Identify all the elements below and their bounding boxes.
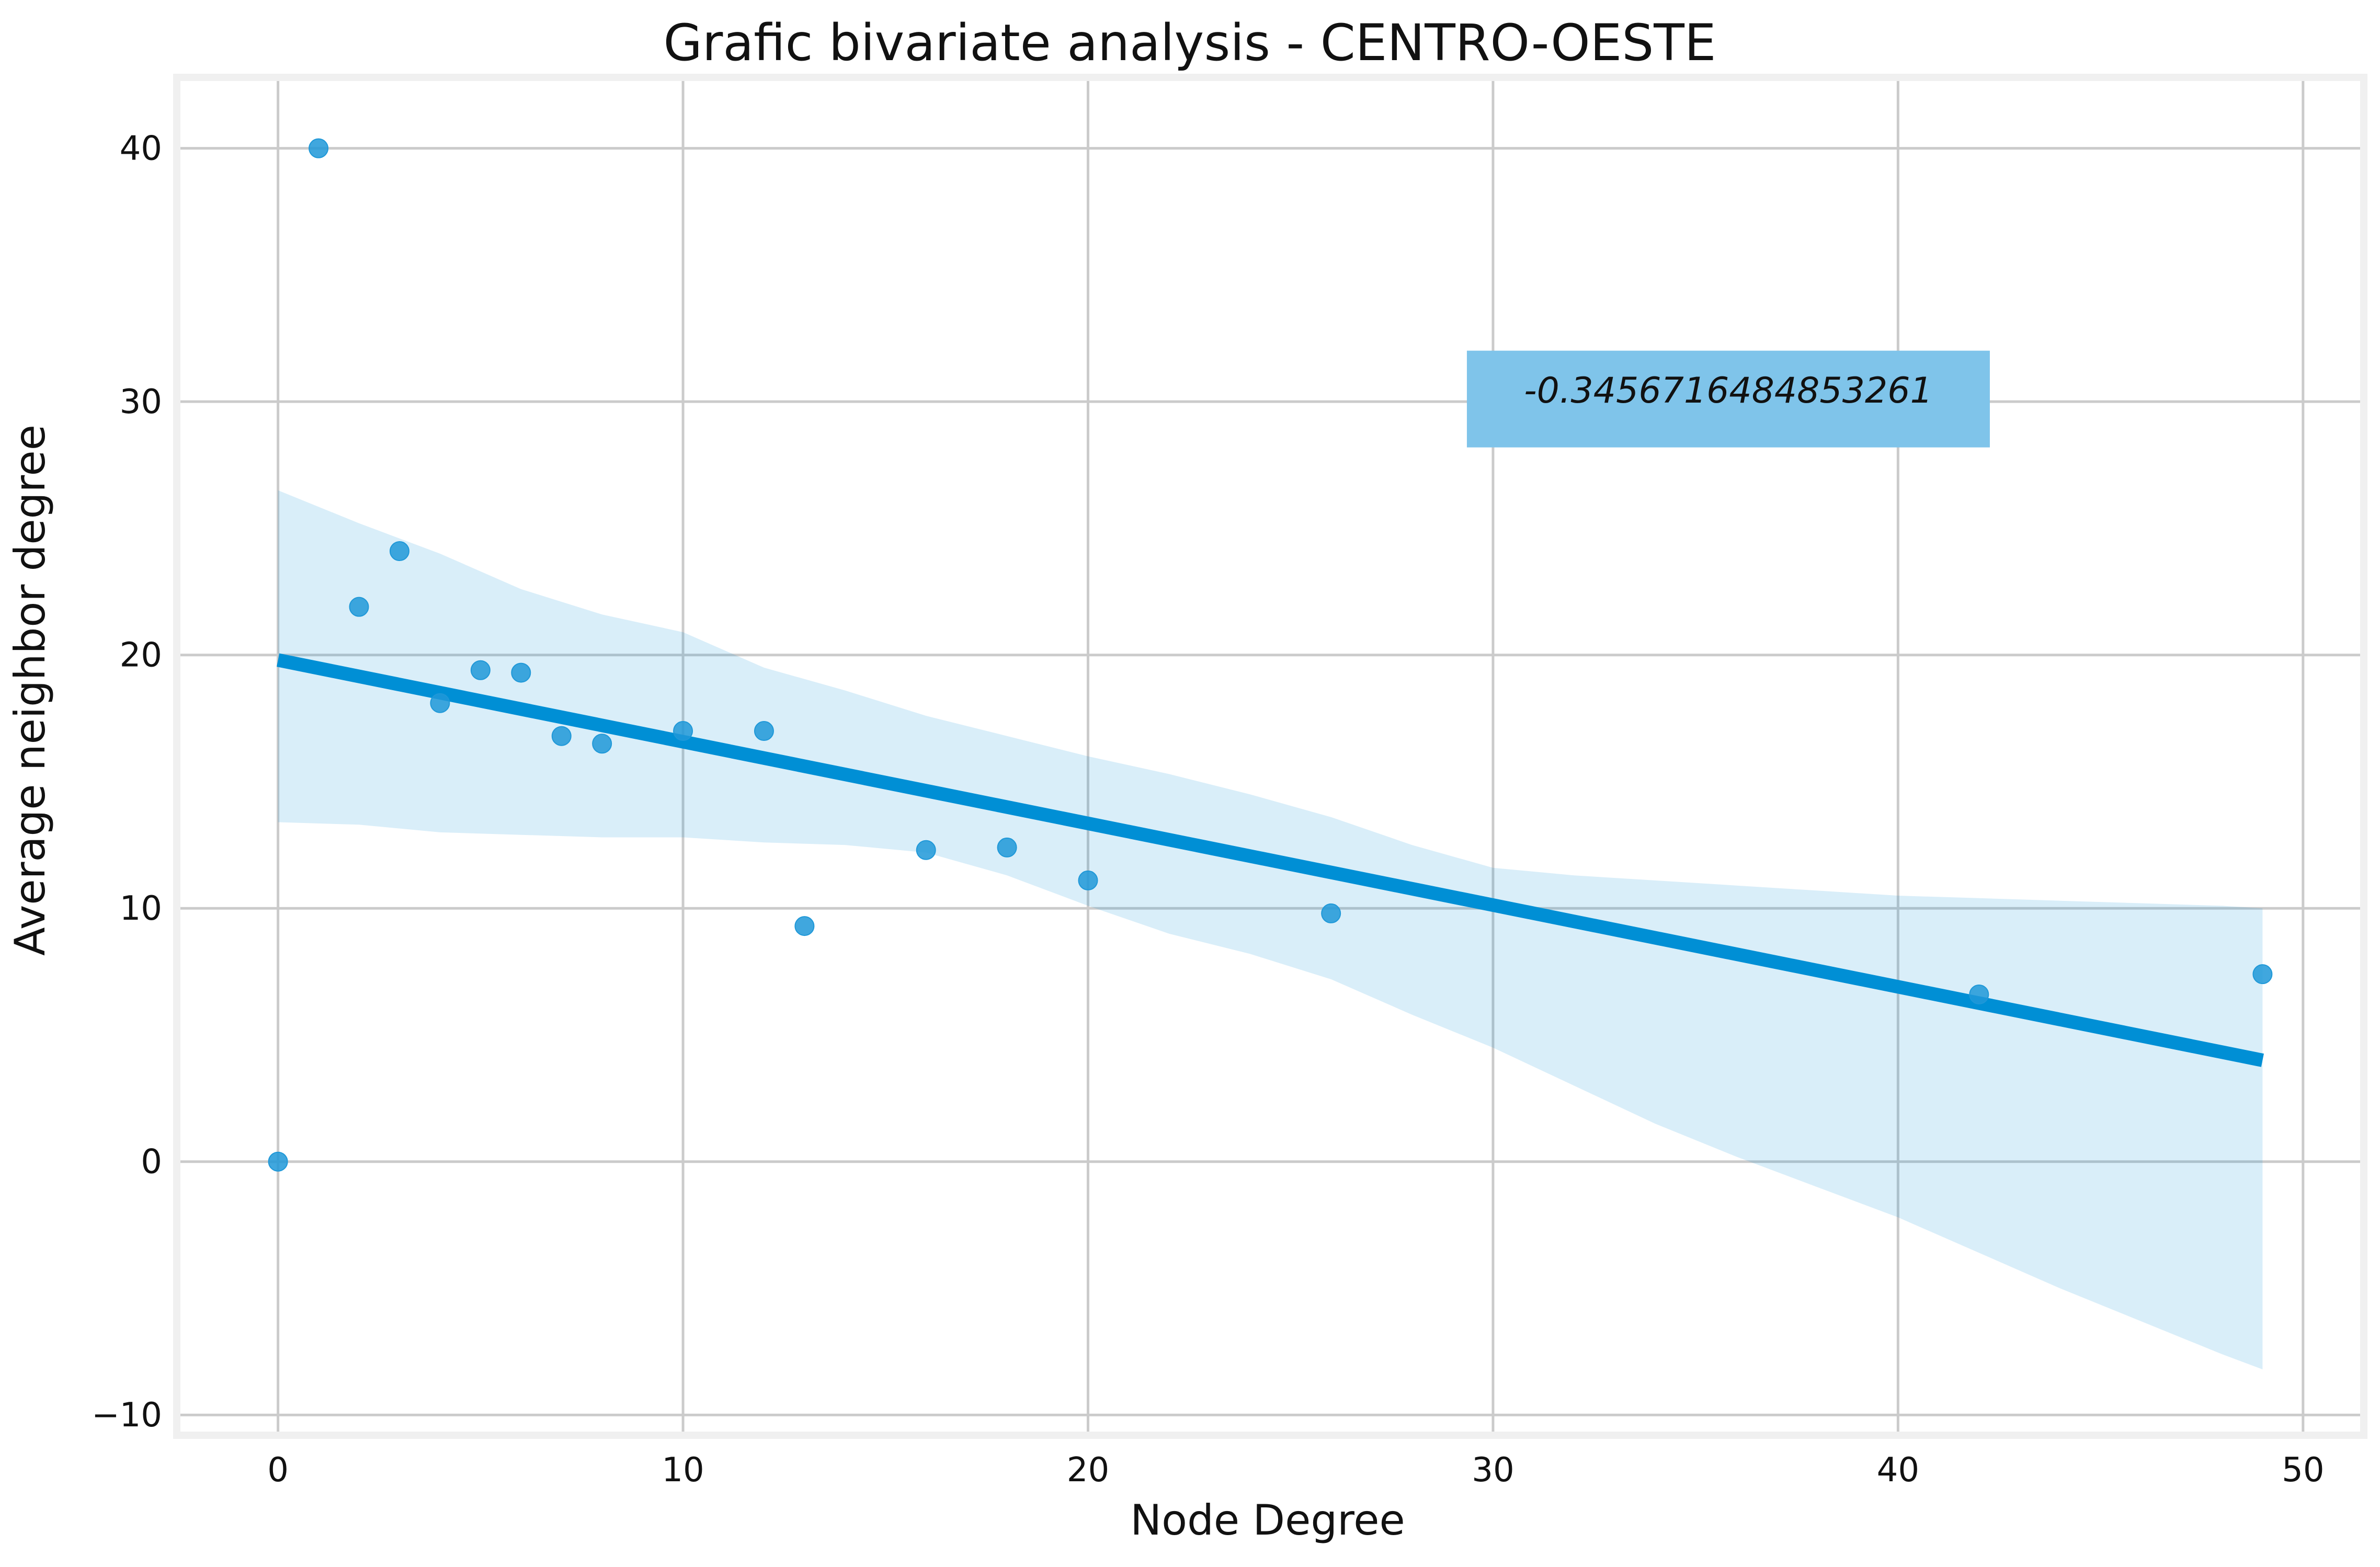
y-tick-label: 20: [120, 636, 162, 675]
data-point: [551, 726, 572, 746]
x-gridlines: [277, 81, 2305, 1432]
y-tick-labels: −10 0 10 20 30 40: [92, 130, 162, 1435]
data-point: [1321, 903, 1341, 923]
data-point: [309, 138, 329, 158]
data-point: [997, 837, 1017, 857]
data-point: [592, 734, 612, 754]
confidence-band: [278, 490, 2263, 1369]
y-tick-label: 0: [141, 1143, 162, 1182]
data-point: [1969, 984, 1989, 1004]
x-tick-label: 30: [1472, 1451, 1514, 1490]
y-axis-label: Average neighbor degree: [6, 425, 54, 956]
x-tick-label: 10: [662, 1451, 704, 1490]
data-point: [1078, 870, 1098, 890]
x-tick-label: 0: [267, 1451, 289, 1490]
annotation-text: -0.3456716484853261: [1524, 370, 1933, 411]
data-point: [794, 916, 815, 936]
data-point: [430, 693, 450, 713]
data-point: [511, 662, 531, 683]
y-gridlines: [180, 147, 2360, 1416]
data-points: [268, 138, 2273, 1172]
x-tick-label: 50: [2282, 1451, 2324, 1490]
regression-line: [277, 653, 2264, 1067]
data-point: [268, 1151, 288, 1172]
data-point: [349, 597, 369, 617]
data-point: [673, 721, 693, 741]
plot-frame: [173, 74, 2367, 1439]
y-tick-label: −10: [92, 1396, 162, 1435]
chart-title: Grafic bivariate analysis - CENTRO-OESTE: [663, 14, 1716, 72]
data-point: [389, 541, 409, 562]
x-tick-label: 40: [1877, 1451, 1919, 1490]
y-tick-label: 40: [120, 130, 162, 168]
data-point: [2252, 964, 2273, 985]
y-tick-label: 10: [120, 889, 162, 928]
annotation-box: [1466, 350, 1990, 448]
data-point: [470, 660, 491, 680]
x-tick-labels: 0 10 20 30 40 50: [267, 1451, 2324, 1490]
data-point: [916, 840, 936, 860]
x-tick-label: 20: [1067, 1451, 1109, 1490]
y-tick-label: 30: [120, 383, 162, 421]
data-point: [754, 721, 774, 741]
x-axis-label: Node Degree: [1130, 1496, 1405, 1545]
